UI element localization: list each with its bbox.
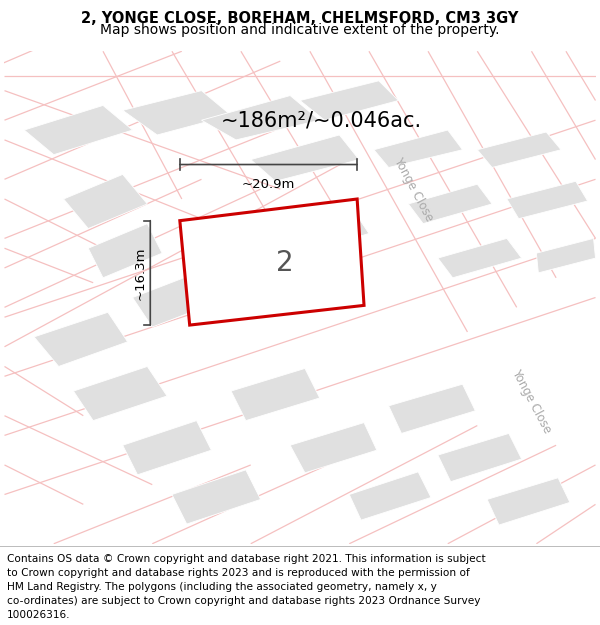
Text: 2, YONGE CLOSE, BOREHAM, CHELMSFORD, CM3 3GY: 2, YONGE CLOSE, BOREHAM, CHELMSFORD, CM3… xyxy=(82,11,518,26)
Text: Contains OS data © Crown copyright and database right 2021. This information is : Contains OS data © Crown copyright and d… xyxy=(7,554,486,564)
Polygon shape xyxy=(409,184,492,224)
Text: to Crown copyright and database rights 2023 and is reproduced with the permissio: to Crown copyright and database rights 2… xyxy=(7,568,470,578)
Polygon shape xyxy=(172,470,260,524)
Polygon shape xyxy=(487,478,570,525)
Text: HM Land Registry. The polygons (including the associated geometry, namely x, y: HM Land Registry. The polygons (includin… xyxy=(7,582,437,592)
Polygon shape xyxy=(536,238,596,273)
Polygon shape xyxy=(300,81,398,120)
Polygon shape xyxy=(231,368,320,421)
Polygon shape xyxy=(122,421,211,475)
Text: 2: 2 xyxy=(277,249,294,277)
Polygon shape xyxy=(275,204,369,256)
Text: Yonge Close: Yonge Close xyxy=(391,155,436,224)
Polygon shape xyxy=(349,472,431,520)
Polygon shape xyxy=(122,91,231,135)
Polygon shape xyxy=(24,106,133,154)
Polygon shape xyxy=(88,224,162,278)
Polygon shape xyxy=(34,312,128,366)
Text: ~186m²/~0.046ac.: ~186m²/~0.046ac. xyxy=(221,110,422,130)
Text: co-ordinates) are subject to Crown copyright and database rights 2023 Ordnance S: co-ordinates) are subject to Crown copyr… xyxy=(7,596,481,606)
Polygon shape xyxy=(438,433,521,482)
Polygon shape xyxy=(133,273,216,327)
Text: 100026316.: 100026316. xyxy=(7,611,71,621)
Polygon shape xyxy=(64,174,148,229)
Polygon shape xyxy=(374,130,463,168)
Polygon shape xyxy=(389,384,475,433)
Text: Yonge Close: Yonge Close xyxy=(509,367,554,435)
Polygon shape xyxy=(180,199,364,325)
Polygon shape xyxy=(251,135,359,181)
Text: ~16.3m: ~16.3m xyxy=(134,246,147,299)
Text: Map shows position and indicative extent of the property.: Map shows position and indicative extent… xyxy=(100,23,500,37)
Polygon shape xyxy=(290,422,377,473)
Polygon shape xyxy=(73,366,167,421)
Polygon shape xyxy=(478,132,561,168)
Polygon shape xyxy=(202,96,320,140)
Polygon shape xyxy=(438,238,521,278)
Text: ~20.9m: ~20.9m xyxy=(242,178,295,191)
Polygon shape xyxy=(507,181,587,219)
